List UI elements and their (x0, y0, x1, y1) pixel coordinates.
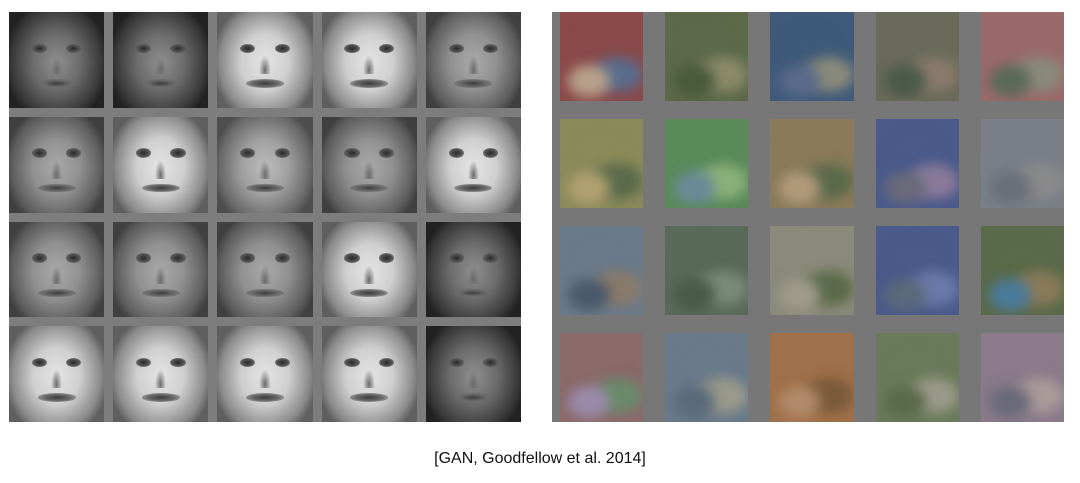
face-sample-tile (113, 12, 209, 108)
cifar-sample-tile (665, 226, 749, 315)
face-sample-tile (113, 116, 209, 213)
face-sample-tile (9, 116, 105, 213)
cifar-sample-tile (875, 119, 959, 208)
face-sample-tile (217, 326, 313, 422)
face-sample-tile (321, 116, 417, 213)
face-sample-tile (321, 326, 417, 422)
cifar-sample-tile (980, 12, 1064, 101)
cifar-sample-tile (560, 12, 644, 101)
cifar-sample-tile (770, 119, 854, 208)
face-sample-tile (113, 221, 209, 318)
cifar-sample-tile (980, 226, 1064, 315)
face-sample-tile (217, 12, 313, 108)
face-sample-tile (9, 221, 105, 318)
face-sample-tile (425, 221, 521, 318)
face-sample-tile (425, 12, 521, 108)
cifar-sample-tile (875, 12, 959, 101)
cifar-sample-tile (980, 333, 1064, 422)
face-sample-tile (425, 326, 521, 422)
cifar-samples-grid (552, 12, 1064, 422)
face-sample-tile (113, 326, 209, 422)
face-sample-tile (9, 12, 105, 108)
cifar-sample-tile (770, 226, 854, 315)
face-sample-tile (321, 221, 417, 318)
cifar-sample-tile (875, 333, 959, 422)
cifar-sample-tile (665, 12, 749, 101)
face-sample-tile (9, 326, 105, 422)
face-samples-grid (9, 12, 521, 422)
cifar-sample-tile (665, 119, 749, 208)
face-sample-tile (321, 12, 417, 108)
face-sample-tile (217, 221, 313, 318)
cifar-sample-tile (665, 333, 749, 422)
face-sample-tile (425, 116, 521, 213)
cifar-sample-tile (560, 119, 644, 208)
cifar-sample-tile (770, 333, 854, 422)
cifar-sample-tile (980, 119, 1064, 208)
cifar-sample-tile (560, 333, 644, 422)
cifar-sample-tile (770, 12, 854, 101)
cifar-sample-tile (875, 226, 959, 315)
face-sample-tile (217, 116, 313, 213)
figure-caption: [GAN, Goodfellow et al. 2014] (434, 450, 646, 467)
cifar-sample-tile (560, 226, 644, 315)
